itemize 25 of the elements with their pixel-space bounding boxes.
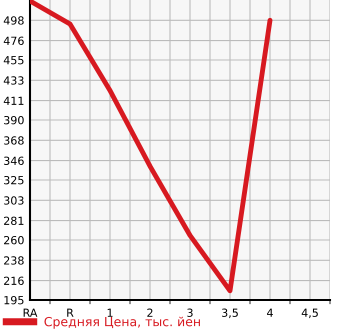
y-tick-label: 346	[4, 156, 24, 165]
y-tick-label: 433	[4, 76, 24, 85]
y-tick-label: 216	[4, 276, 24, 285]
y-tick-label: 368	[4, 136, 24, 145]
x-tick-label: 2	[147, 308, 152, 317]
x-tick-label: 4,5	[302, 308, 318, 318]
y-tick-label: 238	[4, 256, 24, 265]
y-tick-label: 260	[4, 236, 24, 244]
y-tick-label: 325	[4, 176, 24, 184]
x-tick-label: 3,5	[222, 308, 238, 318]
y-tick-label: 498	[4, 16, 24, 25]
x-tick-label: 1	[108, 308, 113, 317]
legend-label: Средняя Цена, тыс. йен	[44, 316, 200, 329]
y-tick-label: 411	[4, 96, 24, 105]
y-tick-label: 455	[4, 56, 24, 64]
x-tick-label: R	[67, 308, 74, 317]
x-tick-label: 3	[187, 308, 193, 317]
y-tick-label: 195	[4, 296, 24, 304]
y-tick-label: 281	[4, 216, 24, 225]
y-tick-label: 476	[4, 36, 24, 45]
x-tick-label: RA	[24, 308, 38, 317]
line-series	[30, 0, 272, 294]
y-tick-label: 303	[4, 196, 24, 205]
x-tick-label: 4	[267, 308, 273, 317]
y-tick-label: 390	[4, 116, 24, 124]
